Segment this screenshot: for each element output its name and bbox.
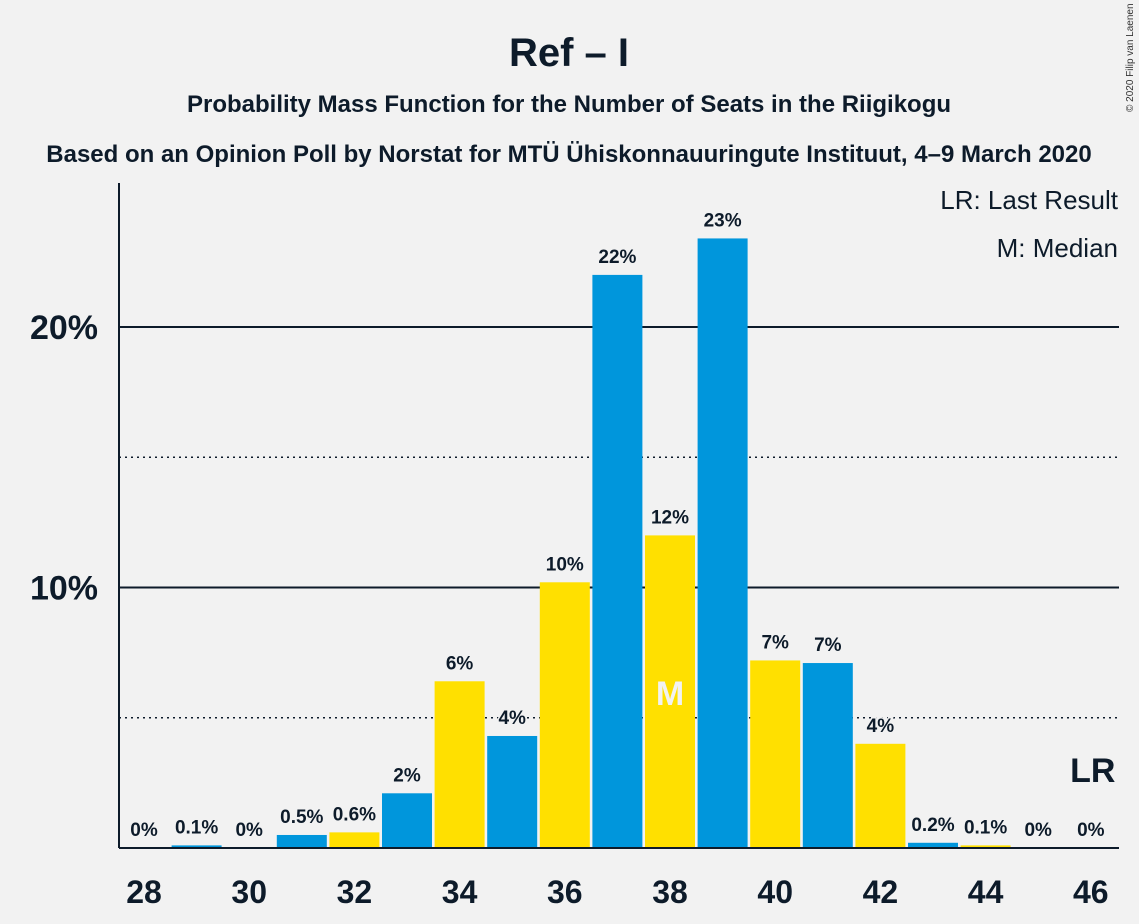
- x-tick-label: 44: [968, 874, 1004, 910]
- data-label-40: 7%: [761, 632, 789, 653]
- chart-title: Ref – I: [509, 31, 629, 75]
- bar-43: [908, 842, 958, 848]
- x-tick-label: 32: [337, 874, 373, 910]
- bars: [171, 238, 1011, 848]
- data-label-32: 0.6%: [333, 804, 376, 825]
- data-label-31: 0.5%: [280, 807, 323, 828]
- data-label-33: 2%: [393, 765, 421, 786]
- x-tick-label: 46: [1073, 874, 1109, 910]
- chart-subtitle-poll: Based on an Opinion Poll by Norstat for …: [46, 141, 1091, 168]
- data-label-39: 23%: [704, 210, 742, 231]
- bar-31: [276, 834, 327, 848]
- x-tick-label: 38: [652, 874, 688, 910]
- bar-33: [382, 793, 432, 848]
- data-label-44: 0.1%: [964, 817, 1007, 838]
- x-tick-label: 30: [231, 874, 267, 910]
- data-label-35: 4%: [498, 708, 526, 729]
- chart-subtitle: Probability Mass Function for the Number…: [187, 91, 951, 118]
- data-label-42: 4%: [867, 716, 895, 737]
- bar-36: [539, 582, 590, 848]
- bar-42: [855, 743, 906, 848]
- data-label-36: 10%: [546, 554, 584, 575]
- bar-44: [960, 845, 1011, 848]
- bar-32: [329, 832, 380, 848]
- bar-38: [645, 535, 695, 848]
- data-label-38: 12%: [651, 507, 689, 528]
- x-tick-label: 36: [547, 874, 583, 910]
- data-label-46: 0%: [1077, 820, 1105, 841]
- data-labels: 0% 0.1% 0% 0.5% 0.6% 2% 6% 4% 10% 22% 12% M 23% 7% 7% 4…: [130, 209, 1115, 841]
- x-tick-label: 28: [126, 874, 162, 910]
- data-label-45: 0%: [1024, 820, 1052, 841]
- bar-34: [434, 681, 485, 848]
- legend-last-result: LR: Last Result: [940, 185, 1119, 215]
- x-tick-label: 42: [863, 874, 899, 910]
- legend-median: M: Median: [997, 233, 1118, 263]
- y-ticks: 10% 20%: [30, 309, 98, 608]
- bar-29: [171, 845, 222, 848]
- bar-35: [487, 735, 538, 848]
- y-tick-label: 20%: [30, 309, 98, 347]
- data-label-41: 7%: [814, 635, 842, 656]
- data-label-34: 6%: [446, 653, 474, 674]
- bar-40: [750, 660, 801, 848]
- data-label-30: 0%: [235, 820, 263, 841]
- bar-37: [592, 274, 643, 848]
- x-tick-label: 40: [757, 874, 793, 910]
- data-label-28: 0%: [130, 820, 158, 841]
- data-label-29: 0.1%: [175, 817, 218, 838]
- last-result-marker: LR: [1070, 752, 1115, 790]
- x-ticks: 28 30 32 34 36 38 40 42 44 46: [126, 874, 1108, 910]
- bar-39: [697, 238, 748, 848]
- data-label-37: 22%: [598, 247, 636, 268]
- copyright-text: © 2020 Filip van Laenen: [1125, 3, 1136, 112]
- bar-41: [802, 663, 853, 848]
- median-marker: M: [656, 675, 684, 713]
- y-tick-label: 10%: [30, 570, 98, 608]
- data-label-43: 0.2%: [911, 815, 954, 836]
- x-tick-label: 34: [442, 874, 478, 910]
